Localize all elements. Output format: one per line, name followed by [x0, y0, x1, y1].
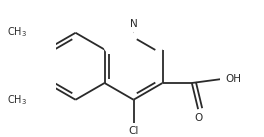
- Text: O: O: [194, 113, 202, 123]
- Text: OH: OH: [225, 74, 241, 84]
- Text: Cl: Cl: [128, 126, 139, 136]
- Text: CH$_3$: CH$_3$: [7, 25, 27, 39]
- Text: N: N: [130, 19, 137, 29]
- Text: CH$_3$: CH$_3$: [7, 93, 27, 107]
